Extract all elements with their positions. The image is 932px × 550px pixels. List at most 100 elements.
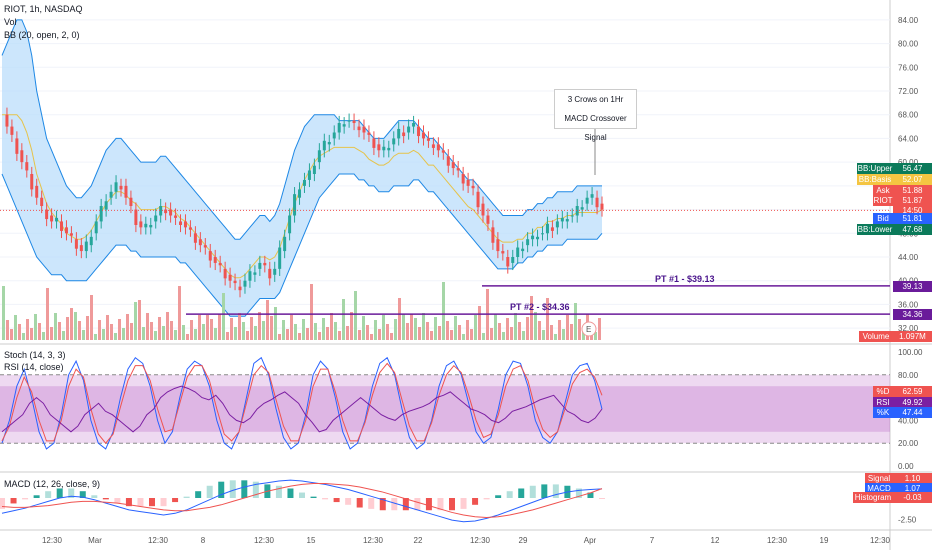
candle-body: [575, 206, 579, 216]
volume-bar: [266, 300, 269, 340]
volume-bar: [402, 314, 405, 340]
annotation-line-2: MACD Crossover Signal: [564, 114, 627, 142]
candle-body: [486, 215, 490, 224]
volume-bar: [206, 315, 209, 340]
candle-body: [426, 138, 430, 141]
candle-body: [382, 146, 386, 151]
target-tag-1-value: 39.13: [893, 281, 932, 292]
macd-histogram-bar: [172, 498, 179, 503]
price-tick-label: 36.00: [898, 300, 919, 309]
symbol-title[interactable]: RIOT, 1h, NASDAQ: [4, 4, 83, 14]
volume-bar: [438, 326, 441, 340]
candle-body: [273, 268, 277, 275]
price-tick-label: 64.00: [898, 134, 919, 143]
annotation-callout[interactable]: 3 Crows on 1Hr MACD Crossover Signal: [554, 89, 637, 142]
volume-bar: [50, 327, 53, 340]
candle-body: [238, 286, 242, 291]
candle-body: [174, 215, 178, 218]
macd-histogram-bar: [552, 484, 559, 498]
volume-bar: [430, 331, 433, 340]
macd-histogram-bar: [275, 485, 282, 498]
macd-histogram-bar: [299, 492, 305, 498]
stoch-legend[interactable]: Stoch (14, 3, 3): [4, 350, 66, 360]
macd-histogram-bar: [483, 498, 490, 500]
time-tick-label: 12:30: [148, 536, 169, 545]
candle-body: [25, 162, 29, 171]
volume-bar: [230, 318, 233, 340]
macd-histogram-bar: [33, 495, 40, 498]
volume-bar: [482, 333, 485, 340]
price-tag-2-label: Ask: [873, 185, 893, 196]
volume-bar: [446, 321, 449, 340]
time-tick-label: 22: [414, 536, 423, 545]
macd-histogram-bar: [160, 498, 167, 507]
volume-bar: [346, 326, 349, 340]
volume-bar: [422, 313, 425, 340]
candle-body: [55, 217, 59, 222]
candle-body: [600, 203, 604, 210]
price-tick-label: 32.00: [898, 324, 919, 333]
volume-bar: [86, 316, 89, 340]
volume-bar: [502, 332, 505, 340]
volume-bar: [350, 312, 353, 340]
candle-body: [555, 221, 559, 228]
price-tag-6-label: BB:Lower: [857, 224, 893, 235]
volume-bar: [394, 319, 397, 340]
macd-histogram-bar: [460, 498, 467, 509]
price-tick-label: 76.00: [898, 63, 919, 72]
bb-upper-line: [1, 19, 602, 240]
volume-bar: [550, 325, 553, 340]
stoch-tick-label: 80.00: [898, 371, 919, 380]
volume-bar: [406, 323, 409, 340]
candle-body: [253, 272, 257, 275]
volume-bar: [466, 320, 469, 340]
candle-body: [114, 182, 118, 192]
volume-bar: [398, 298, 401, 340]
candle-body: [258, 262, 262, 269]
candle-body: [337, 123, 341, 133]
candle-body: [332, 132, 336, 139]
volume-bar: [322, 318, 325, 340]
candle-body: [203, 245, 207, 248]
candle-body: [283, 236, 287, 252]
macd-histogram-bar: [518, 488, 525, 498]
candle-body: [84, 241, 88, 252]
volume-bar: [118, 319, 121, 340]
rsi-legend[interactable]: RSI (14, close): [4, 362, 64, 372]
volume-bar: [234, 327, 237, 340]
price-tag-3-label: RIOT: [873, 195, 893, 206]
stoch-tick-label: 0.00: [898, 462, 914, 471]
macd-legend[interactable]: MACD (12, 26, close, 9): [4, 479, 101, 489]
volume-bar: [510, 327, 513, 340]
earnings-event-label: E: [586, 325, 591, 334]
volume-bar: [218, 314, 221, 340]
candle-body: [322, 140, 326, 151]
macd-histogram-bar: [149, 498, 155, 507]
candle-body: [60, 221, 64, 231]
candle-body: [154, 215, 158, 222]
macd-tag-0-value: 1.10: [893, 473, 932, 484]
macd-histogram-bar: [575, 488, 582, 498]
volume-bar: [578, 319, 581, 340]
volume-group: [2, 282, 601, 340]
candle-body: [317, 150, 321, 163]
bb-legend[interactable]: BB (20, open, 2, 0): [4, 30, 80, 40]
volume-bar: [54, 313, 57, 340]
volume-bar: [542, 330, 545, 340]
rsi-line: [1, 385, 603, 433]
candle-body: [526, 239, 530, 246]
macd-histogram-bar: [229, 480, 236, 498]
volume-bar: [362, 316, 365, 340]
candle-body: [456, 168, 460, 171]
macd-histogram-bar: [56, 488, 63, 498]
candle-body: [268, 268, 272, 279]
volume-bar: [270, 316, 273, 340]
macd-histogram-bar: [91, 495, 98, 498]
volume-legend[interactable]: Vol: [4, 17, 17, 27]
candle-body: [223, 268, 227, 279]
price-tag-1-label: BB:Basis: [857, 174, 893, 185]
stoch-k-line: [1, 356, 603, 450]
candle-body: [327, 141, 331, 145]
candle-body: [481, 203, 485, 216]
